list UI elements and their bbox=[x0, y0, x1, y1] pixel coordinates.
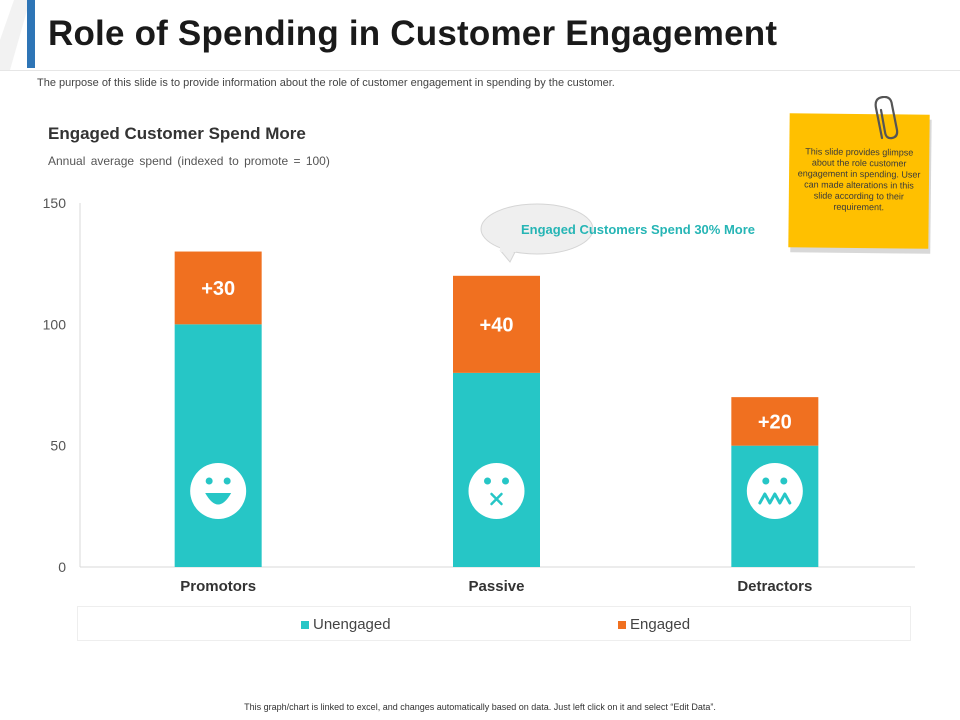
data-label-detractors: +20 bbox=[758, 411, 792, 433]
chart-legend: Unengaged Engaged bbox=[77, 606, 911, 641]
y-tick-label-0: 0 bbox=[58, 559, 66, 575]
data-label-passive: +40 bbox=[480, 314, 514, 336]
header-divider bbox=[0, 70, 960, 71]
legend-label-engaged: Engaged bbox=[630, 616, 691, 633]
legend-swatch-engaged bbox=[618, 620, 626, 629]
bar-engaged-passive bbox=[453, 275, 540, 373]
bar-engaged-detractors bbox=[731, 397, 819, 446]
decorative-slash bbox=[0, 0, 36, 70]
legend-swatch-unengaged bbox=[301, 620, 309, 629]
page-subtitle: The purpose of this slide is to provide … bbox=[37, 77, 615, 89]
legend-label-unengaged: Unengaged bbox=[313, 616, 391, 633]
legend-item-engaged[interactable]: Engaged bbox=[618, 616, 690, 633]
y-tick-label-100: 100 bbox=[43, 316, 67, 332]
surprised-icon bbox=[468, 463, 525, 519]
data-label-promotors: +30 bbox=[201, 278, 235, 300]
surprised-icon-left-eye bbox=[484, 477, 491, 485]
callout-text: Engaged Customers Spend 30% More bbox=[521, 222, 755, 237]
callout-bubble-tail bbox=[499, 249, 516, 263]
sticky-note-text: This slide provides glimpse about the ro… bbox=[797, 146, 921, 213]
smile-icon-mouth bbox=[205, 493, 232, 505]
x-tick-label-detractors: Detractors bbox=[737, 578, 812, 595]
chart-subtitle: Annual average spend (indexed to promote… bbox=[48, 154, 330, 168]
y-tick-label-150: 150 bbox=[43, 195, 67, 211]
callout-bubble bbox=[480, 203, 594, 255]
x-tick-label-passive: Passive bbox=[469, 578, 525, 595]
footer-note: This graph/chart is linked to excel, and… bbox=[244, 702, 716, 712]
page-title: Role of Spending in Customer Engagement bbox=[48, 14, 778, 53]
bar-engaged-promotors bbox=[174, 251, 262, 325]
title-accent-bar bbox=[27, 0, 35, 68]
bar-unengaged-promotors bbox=[174, 324, 262, 567]
surprised-icon-right-eye bbox=[502, 477, 509, 485]
upset-icon-left-eye bbox=[762, 477, 770, 485]
smile-icon-right-eye bbox=[223, 477, 231, 485]
y-tick-label-50: 50 bbox=[50, 438, 66, 454]
paperclip-icon bbox=[874, 96, 899, 140]
smile-icon bbox=[190, 463, 247, 519]
chart-title: Engaged Customer Spend More bbox=[48, 124, 306, 143]
smile-icon-left-eye bbox=[205, 477, 213, 485]
sticky-note: This slide provides glimpse about the ro… bbox=[788, 113, 930, 249]
upset-icon-mouth bbox=[758, 492, 792, 505]
x-tick-label-promotors: Promotors bbox=[180, 578, 256, 595]
upset-icon-right-eye bbox=[780, 477, 788, 485]
callout-bubble-join bbox=[500, 246, 516, 252]
legend-item-unengaged[interactable]: Unengaged bbox=[301, 616, 391, 633]
upset-icon bbox=[746, 463, 803, 519]
surprised-icon-mouth bbox=[490, 492, 503, 506]
